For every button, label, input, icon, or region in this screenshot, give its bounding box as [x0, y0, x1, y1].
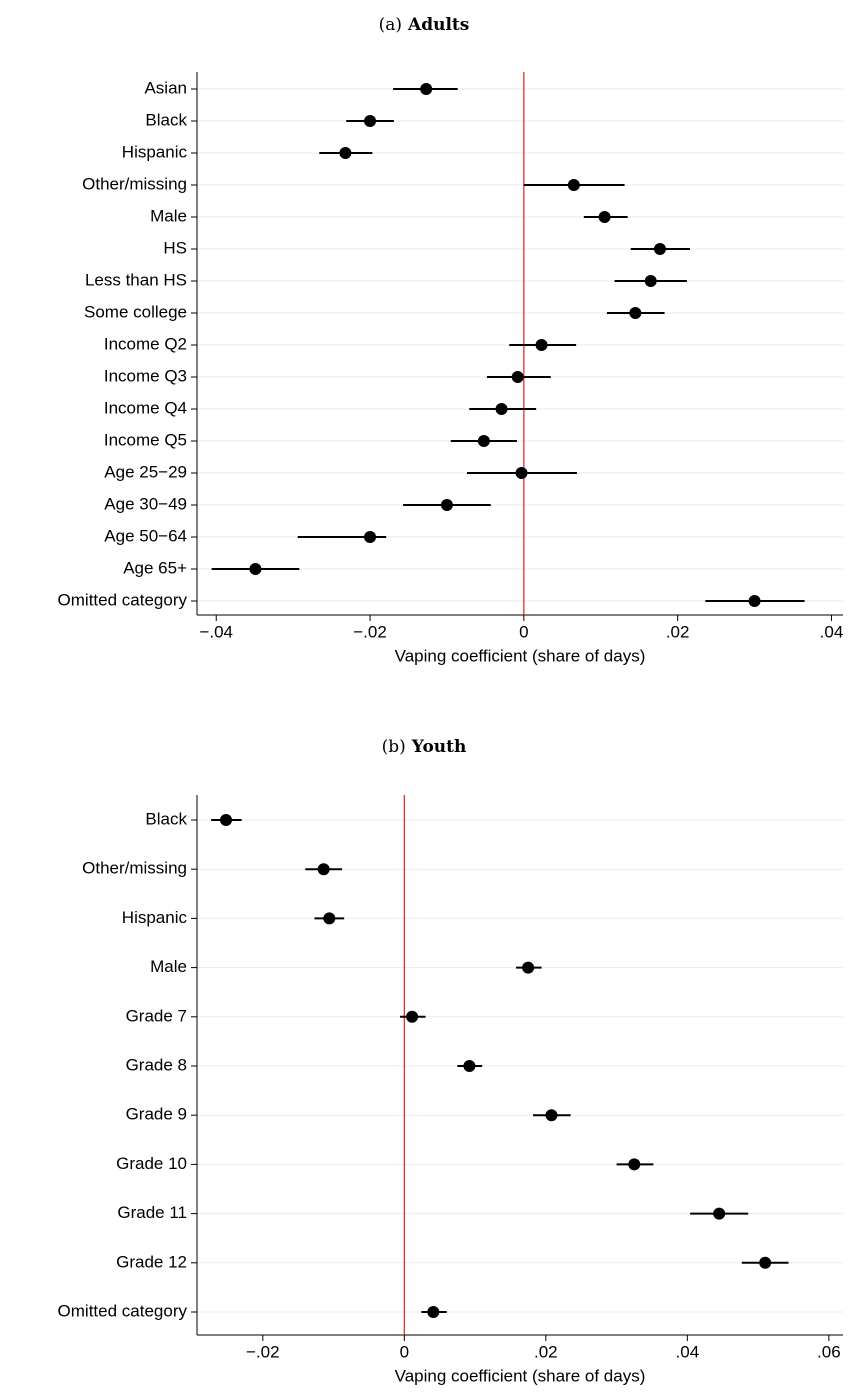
point: [748, 595, 761, 607]
y-tick-label: Hispanic: [122, 908, 188, 927]
x-axis-label: Vaping coefficient (share of days): [395, 646, 646, 665]
title: Youth: [411, 737, 467, 757]
y-tick-label: Less than HS: [85, 270, 187, 289]
x-tick-label: −.04: [199, 622, 233, 641]
y-tick-label: Male: [150, 957, 187, 976]
panel-label: (a): [379, 15, 402, 35]
point: [406, 1010, 419, 1023]
y-tick-label: Omitted category: [58, 590, 188, 609]
point: [629, 307, 642, 319]
point: [463, 1060, 476, 1072]
panel-title: (b) Youth: [382, 737, 467, 757]
x-axis-label: Vaping coefficient (share of days): [395, 1366, 646, 1385]
point: [511, 371, 524, 383]
point: [644, 275, 657, 287]
y-tick-label: Income Q4: [104, 398, 187, 417]
y-tick-label: Some college: [84, 302, 187, 321]
y-tick-label: Black: [145, 110, 187, 129]
panel-title: (a) Adults: [379, 15, 470, 35]
point: [713, 1207, 726, 1220]
y-tick-label: Other/missing: [82, 859, 187, 878]
panel-label: (b): [382, 737, 406, 757]
y-tick-label: Age 30−49: [104, 494, 187, 513]
point: [364, 531, 377, 543]
point: [317, 863, 330, 876]
y-tick-label: Grade 12: [116, 1252, 187, 1271]
x-tick-label: .02: [666, 622, 690, 641]
x-tick-label: .02: [534, 1342, 558, 1361]
x-tick-label: 0: [400, 1342, 409, 1361]
point: [249, 563, 262, 575]
y-tick-label: Grade 9: [126, 1105, 187, 1124]
y-tick-label: Asian: [144, 78, 187, 97]
point: [323, 912, 336, 925]
point: [535, 339, 548, 351]
point: [545, 1109, 558, 1122]
point: [420, 83, 433, 95]
title: Adults: [407, 15, 469, 35]
point: [364, 115, 377, 127]
y-tick-label: Grade 11: [117, 1203, 187, 1222]
point: [522, 961, 535, 974]
point: [477, 435, 490, 447]
point: [440, 499, 453, 511]
point: [220, 814, 233, 826]
y-tick-label: Age 50−64: [104, 526, 187, 545]
y-tick-label: Hispanic: [122, 142, 188, 161]
point: [427, 1306, 440, 1318]
x-tick-label: −.02: [246, 1342, 280, 1361]
y-tick-label: Age 65+: [123, 558, 187, 577]
x-tick-label: .06: [817, 1342, 841, 1361]
y-tick-label: Income Q2: [104, 334, 187, 353]
y-tick-label: Black: [145, 809, 187, 828]
y-tick-label: Income Q3: [104, 366, 187, 385]
y-tick-label: Grade 8: [126, 1055, 187, 1074]
y-tick-label: Grade 10: [116, 1154, 187, 1173]
x-tick-label: 0: [519, 622, 528, 641]
y-tick-label: Grade 7: [126, 1006, 187, 1025]
y-tick-label: Omitted category: [58, 1301, 188, 1320]
x-tick-label: .04: [820, 622, 844, 641]
y-tick-label: Other/missing: [82, 174, 187, 193]
point: [653, 243, 666, 255]
x-tick-label: −.02: [353, 622, 387, 641]
y-tick-label: Age 25−29: [104, 462, 187, 481]
point: [598, 211, 611, 223]
point: [567, 179, 580, 191]
point: [515, 467, 528, 479]
y-tick-label: Male: [150, 206, 187, 225]
y-tick-label: Income Q5: [104, 430, 187, 449]
y-tick-label: HS: [163, 238, 187, 257]
point: [628, 1158, 641, 1171]
point: [759, 1256, 772, 1269]
x-tick-label: .04: [676, 1342, 700, 1361]
point: [495, 403, 508, 415]
point: [339, 147, 352, 159]
